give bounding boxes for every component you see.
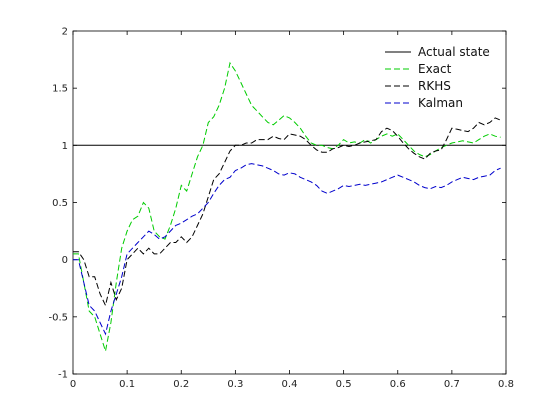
series-line-rkhs: [73, 117, 501, 307]
legend-label: Exact: [418, 62, 452, 76]
y-tick-label: 2: [62, 27, 68, 38]
x-tick-label: 0: [70, 379, 76, 390]
axes: 0 0.1 0.2 0.3 0.4 0.5 0.6 0.7 0.8 -1 -0.5 0 0.5 1 1.5 2: [48, 27, 513, 391]
y-tick-label: 0.5: [52, 198, 68, 209]
series-lines: [73, 61, 506, 352]
y-tick-label: 0: [62, 255, 68, 266]
legend-label: RKHS: [418, 79, 451, 93]
y-tick-label: 1: [62, 141, 68, 152]
x-tick-label: 0.5: [336, 379, 352, 390]
x-tick-label: 0.1: [119, 379, 135, 390]
x-tick-label: 0.7: [444, 379, 460, 390]
x-tick-label: 0.4: [282, 379, 298, 390]
x-tick-label: 0.2: [173, 379, 189, 390]
legend: Actual state Exact RKHS Kalman: [385, 45, 490, 110]
y-tick-label: 1.5: [52, 84, 68, 95]
y-tick-label: -1: [58, 370, 68, 381]
legend-label: Kalman: [418, 96, 463, 110]
y-tick-label: -0.5: [48, 312, 68, 323]
legend-label: Actual state: [418, 45, 490, 59]
x-tick-label: 0.3: [227, 379, 243, 390]
x-tick-label: 0.6: [390, 379, 406, 390]
x-tick-label: 0.8: [498, 379, 514, 390]
series-line-kalman: [73, 163, 501, 336]
